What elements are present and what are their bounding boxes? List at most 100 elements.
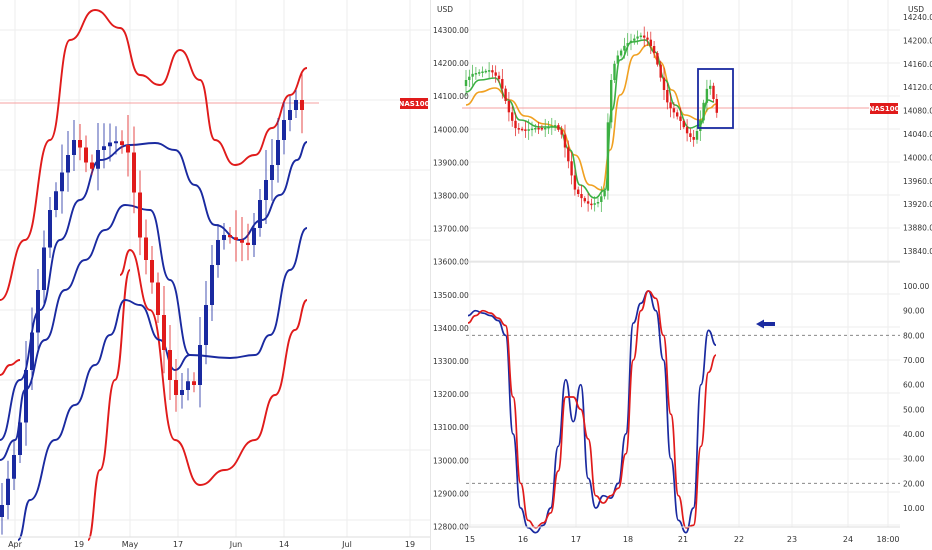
intraday-x-tick: 16 <box>518 535 528 544</box>
intraday-candle <box>560 129 563 135</box>
intraday-candle <box>563 134 567 148</box>
daily-candle <box>294 100 298 110</box>
stochastic-axis: 100.00 90.00 80.00 70.00 60.00 50.00 40.00 30.0… <box>903 282 929 513</box>
daily-candle <box>48 210 52 248</box>
daily-candle <box>6 478 10 505</box>
intraday-left-tick: 13400.00 <box>433 324 469 333</box>
daily-candle <box>198 345 202 385</box>
daily-candle <box>132 152 136 193</box>
intraday-candle <box>530 128 534 131</box>
intraday-grid <box>462 0 900 527</box>
intraday-candle <box>666 90 669 103</box>
stochastic-tick: 70.00 <box>903 356 925 365</box>
intraday-left-tick: 13700.00 <box>433 225 469 234</box>
intraday-candle <box>474 73 478 75</box>
intraday-candle <box>494 72 497 76</box>
intraday-left-tick: 13300.00 <box>433 357 469 366</box>
daily-candle <box>114 141 118 144</box>
intraday-right-tick: 13920.00 <box>903 200 932 209</box>
intraday-candle <box>692 137 695 140</box>
intraday-candle <box>478 72 481 74</box>
intraday-candle <box>527 129 530 131</box>
daily-candle <box>264 180 268 200</box>
intraday-candle <box>504 88 507 101</box>
intraday-candle <box>570 161 573 176</box>
intraday-right-tick: 14240.00 <box>903 13 932 22</box>
stochastic-tick: 80.00 <box>903 331 925 340</box>
intraday-candle <box>487 70 491 72</box>
intraday-candle <box>600 196 603 202</box>
daily-candle <box>150 260 154 283</box>
intraday-candle <box>652 46 656 54</box>
intraday-chart: USD USD NAS100 14300.0014200.0014100.001… <box>430 0 932 550</box>
daily-candle <box>156 282 160 315</box>
intraday-left-tick: 14100.00 <box>433 92 469 101</box>
daily-band-red-lower <box>87 269 131 541</box>
daily-candle <box>204 305 208 345</box>
intraday-candle <box>709 85 712 89</box>
highlight-box <box>697 68 734 129</box>
intraday-candle <box>468 76 471 80</box>
intraday-right-tick: 14040.00 <box>903 130 932 139</box>
intraday-candle <box>547 126 550 129</box>
intraday-candle <box>567 147 570 162</box>
intraday-candle <box>639 35 643 38</box>
daily-candle <box>84 147 88 163</box>
daily-candle <box>270 165 274 180</box>
intraday-candle <box>540 128 544 130</box>
intraday-left-tick: 13500.00 <box>433 291 469 300</box>
intraday-candle <box>669 102 672 109</box>
stochastic-tick: 100.00 <box>903 282 929 291</box>
daily-candle <box>144 237 148 260</box>
intraday-price-badge-bg <box>870 103 898 114</box>
intraday-candle <box>705 88 709 103</box>
intraday-candle <box>491 70 494 73</box>
intraday-right-tick: 14000.00 <box>903 153 932 162</box>
stochastic-tick: 50.00 <box>903 405 925 414</box>
daily-candle <box>102 146 106 150</box>
daily-x-tick: Jul <box>341 540 352 549</box>
intraday-x-tick: 18 <box>623 535 633 544</box>
arrow-head <box>756 319 764 329</box>
daily-candle <box>180 390 184 395</box>
intraday-candle <box>689 133 692 137</box>
intraday-candle <box>659 64 662 78</box>
daily-candle <box>120 141 124 145</box>
intraday-candle <box>464 80 468 86</box>
intraday-candle <box>695 131 699 140</box>
intraday-left-tick: 14300.00 <box>433 26 469 35</box>
daily-candle <box>96 150 100 169</box>
intraday-candles <box>464 26 718 212</box>
intraday-candle <box>593 203 596 205</box>
intraday-candle <box>514 120 517 129</box>
daily-candle <box>222 235 226 240</box>
arrow-shaft <box>763 322 775 326</box>
intraday-left-tick: 13900.00 <box>433 158 469 167</box>
daily-candle <box>186 381 190 390</box>
intraday-candle <box>619 50 623 56</box>
intraday-x-tick: 17 <box>571 535 581 544</box>
daily-x-tick: May <box>122 540 139 549</box>
moving-average-slow <box>465 44 717 191</box>
daily-candle <box>42 247 46 290</box>
intraday-candle <box>596 202 600 204</box>
intraday-candle <box>656 53 659 65</box>
intraday-x-tick: 18:00 <box>876 535 899 544</box>
intraday-left-axis: 14300.00 14200.00 14100.00 14000.00 13900.00… <box>433 26 469 532</box>
daily-candle <box>30 332 34 370</box>
intraday-x-axis: 15 16 17 18 21 22 23 24 18:00 <box>465 535 900 544</box>
daily-candle <box>90 162 94 169</box>
intraday-candle <box>553 125 557 127</box>
daily-band-red-upper <box>0 9 308 301</box>
intraday-candle <box>481 71 484 73</box>
intraday-right-tick: 13880.00 <box>903 224 932 233</box>
daily-candle <box>138 192 142 238</box>
intraday-left-tick: 13200.00 <box>433 390 469 399</box>
stochastic-line <box>467 290 717 534</box>
daily-candle <box>0 505 4 517</box>
intraday-candle <box>682 120 685 128</box>
intraday-candle <box>629 40 633 44</box>
intraday-candle <box>649 39 652 46</box>
intraday-price-badge-label: NAS100 <box>869 105 900 113</box>
